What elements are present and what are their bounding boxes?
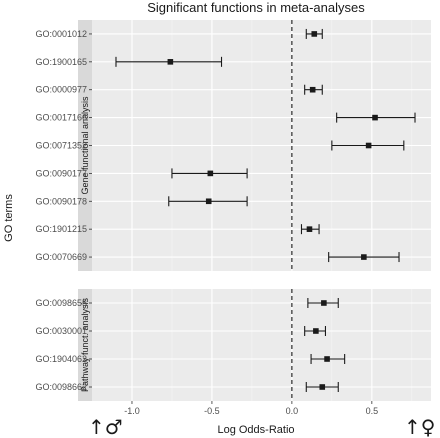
chart-title: Significant functions in meta-analyses: [147, 0, 365, 15]
y-tick-label: GO:1901215: [35, 224, 87, 234]
female-marker: ↑♀: [404, 415, 435, 438]
y-tick-label: GO:0001012: [35, 29, 87, 39]
y-axis-title: GO terms: [3, 194, 15, 242]
x-tick-label: 0.5: [366, 406, 379, 416]
point-estimate: [372, 114, 378, 121]
y-tick-label: GO:0000977: [35, 85, 87, 95]
y-tick-label: GO:0098655: [35, 298, 87, 308]
y-tick-label: GO:0071352: [35, 141, 87, 151]
point-estimate: [167, 59, 174, 65]
point-estimate: [365, 142, 372, 149]
x-tick-label: 0.0: [286, 406, 299, 416]
y-tick-label: GO:0030001: [35, 326, 87, 336]
x-axis-title: Log Odds-Ratio: [217, 424, 294, 436]
y-tick-label: GO:0090177: [35, 168, 87, 178]
point-estimate: [361, 254, 367, 260]
panel-strip: [78, 20, 92, 271]
y-tick-label: GO:0017166: [35, 113, 87, 123]
y-tick-label: GO:0090178: [35, 196, 87, 206]
point-estimate: [324, 356, 330, 362]
point-estimate: [321, 300, 327, 306]
point-estimate: [313, 328, 319, 334]
panel-strip-label: Pathway funct. analysis: [80, 297, 90, 392]
point-estimate: [205, 198, 212, 205]
point-estimate: [207, 170, 214, 177]
male-marker: ↑♂: [88, 415, 123, 438]
y-tick-label: GO:1904062: [35, 354, 87, 364]
y-tick-label: GO:0098662: [35, 382, 87, 392]
y-tick-label: GO:1900165: [35, 57, 87, 67]
point-estimate: [311, 31, 318, 37]
panel-background: [92, 289, 431, 401]
panel-strip-label: Gene functional analysis: [80, 96, 90, 195]
panels-layer: Gene functional analysis GO:0001012 GO:190…: [35, 20, 431, 416]
point-estimate: [319, 384, 326, 390]
x-tick-label: -1.0: [124, 406, 140, 416]
point-estimate: [309, 86, 316, 93]
y-tick-label: GO:0070669: [35, 252, 87, 262]
x-tick-label: -0.5: [204, 406, 220, 416]
panel-strip: [78, 289, 92, 401]
point-estimate: [306, 226, 313, 232]
